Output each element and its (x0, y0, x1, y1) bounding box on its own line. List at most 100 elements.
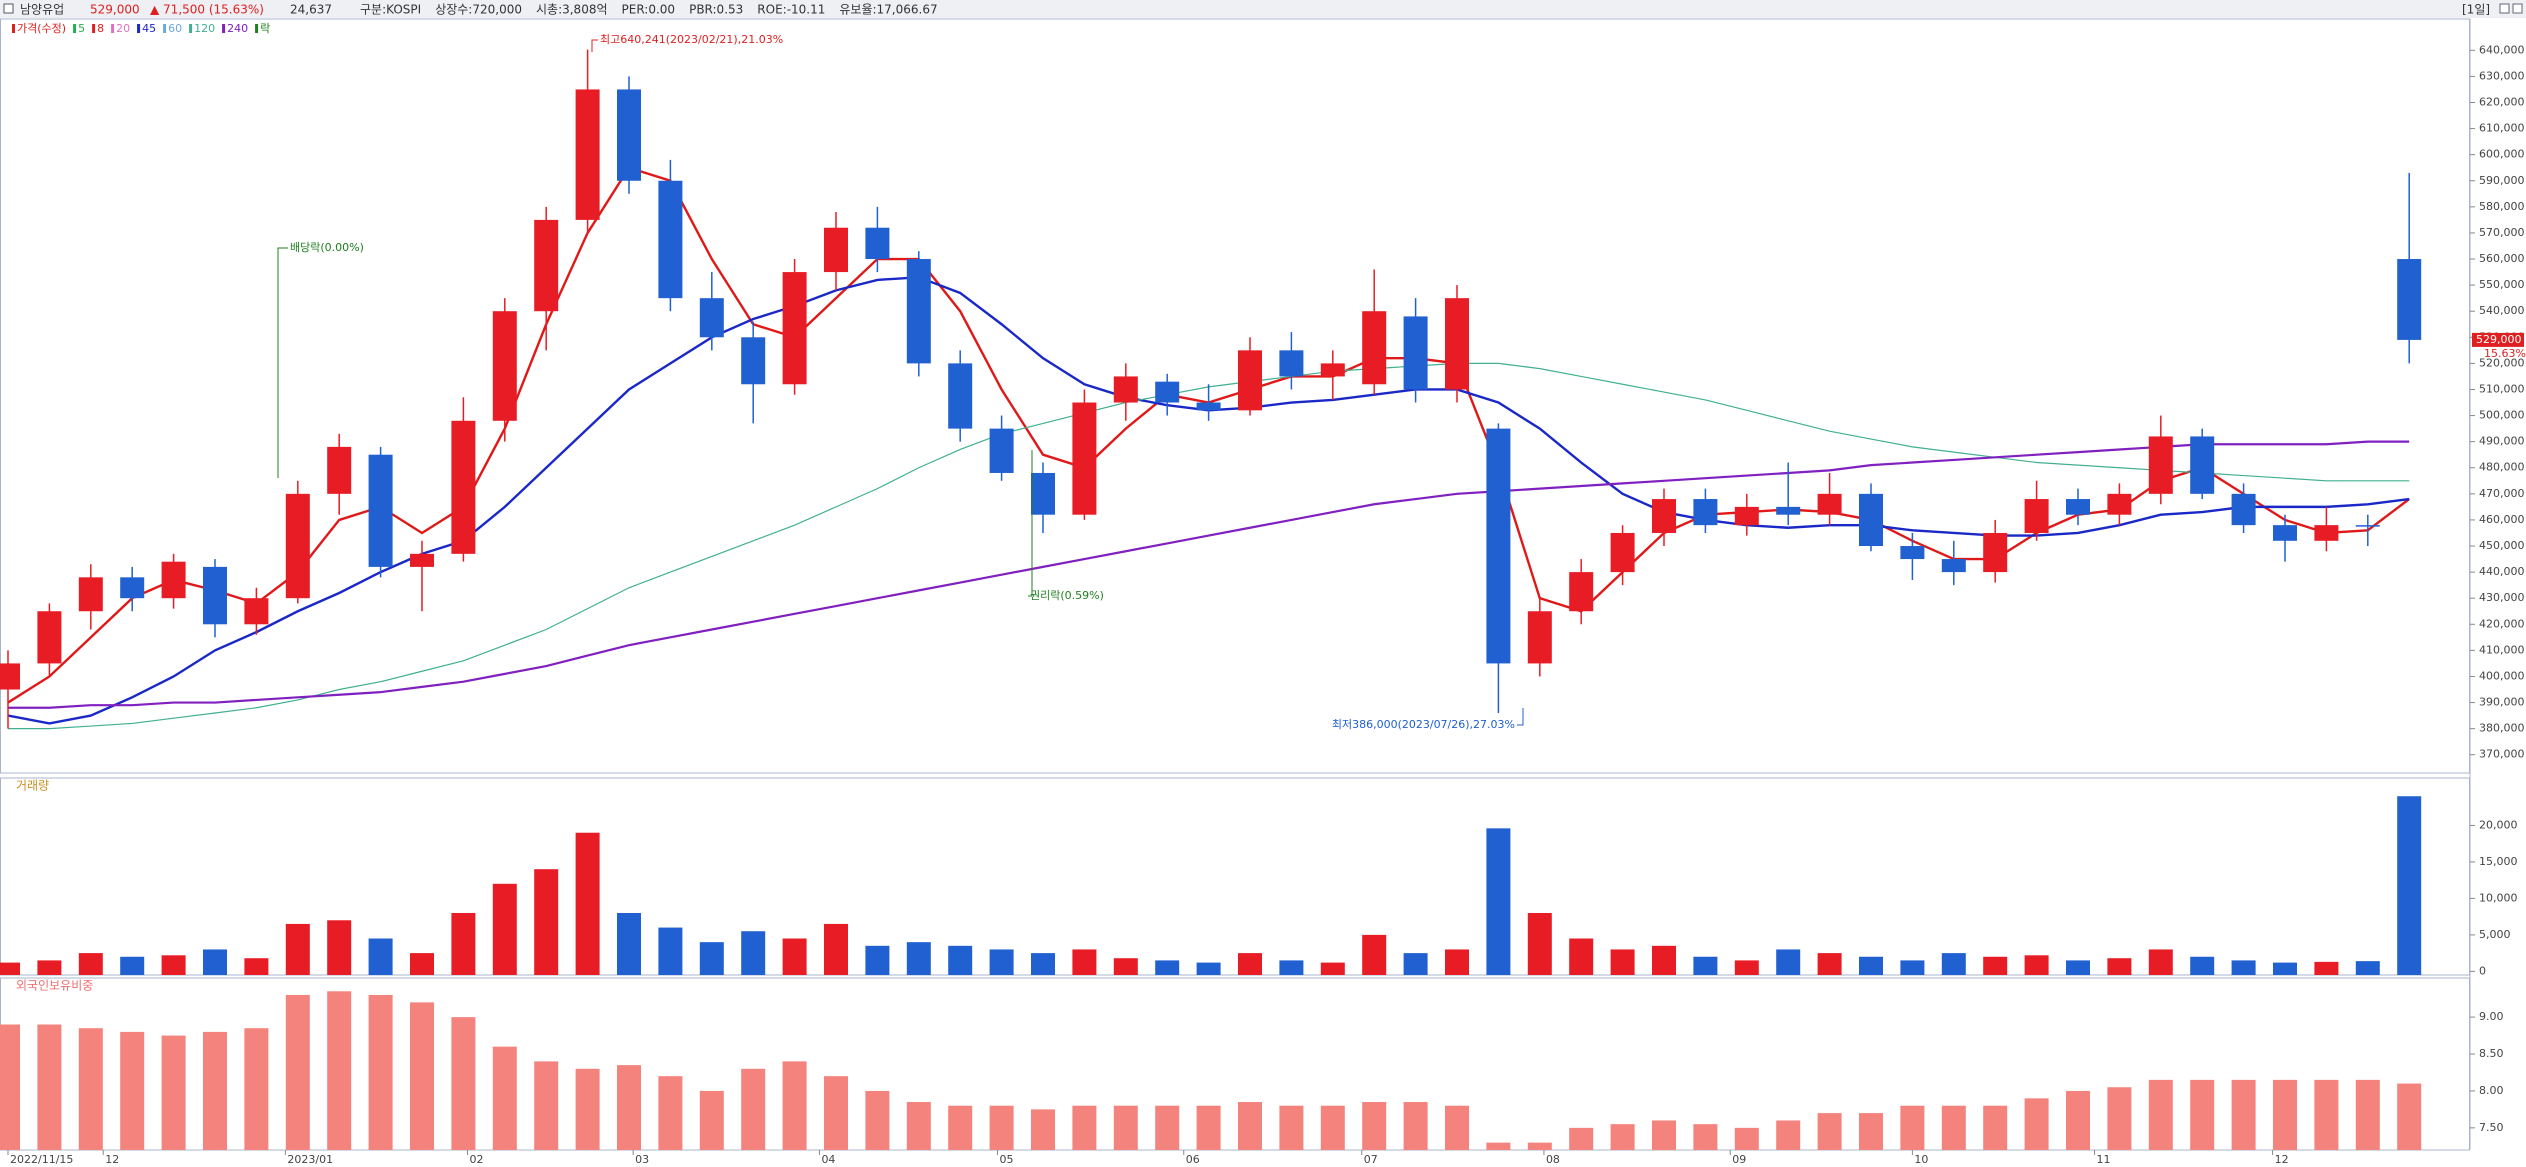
y-tick-label: 610,000 (2479, 122, 2525, 135)
candle-body (1693, 499, 1718, 526)
bar (161, 1035, 186, 1150)
bar (78, 953, 103, 975)
bar (1941, 1105, 1966, 1150)
price-box-label: 529,000 (2476, 333, 2522, 346)
bar (1610, 949, 1635, 975)
x-tick-label: 12 (2275, 1153, 2289, 1166)
candle-body (1527, 611, 1552, 664)
y-tick-label: 400,000 (2479, 669, 2525, 682)
bar (327, 991, 352, 1150)
y-tick-label: 430,000 (2479, 591, 2525, 604)
ma-line (7, 276, 2410, 725)
legend-label: 20 (116, 22, 130, 35)
bar (2190, 956, 2215, 975)
bar (1362, 1102, 1387, 1150)
bar (37, 1024, 62, 1150)
bar (1486, 1142, 1511, 1150)
candle-body (161, 561, 186, 599)
candle-body (1362, 311, 1387, 385)
bar (1362, 934, 1387, 975)
header-item: 상장수:720,000 (435, 3, 522, 17)
bar (1320, 1105, 1345, 1150)
candle-body (2190, 436, 2215, 494)
bar (1238, 953, 1262, 975)
bar (2066, 960, 2090, 975)
bar (2314, 961, 2339, 975)
x-tick-label: 08 (1546, 1153, 1560, 1166)
candle-body (2148, 436, 2173, 494)
y-tick-label: 420,000 (2479, 617, 2525, 630)
bar (1445, 949, 1469, 975)
window-button[interactable] (2499, 3, 2510, 14)
y-tick-label: 10,000 (2479, 891, 2518, 904)
legend-swatch (255, 24, 259, 33)
legend-label: 락 (260, 22, 270, 35)
bar (1113, 1105, 1138, 1150)
bar (1155, 1105, 1180, 1150)
bar (1693, 956, 1718, 975)
ma-line (8, 440, 2410, 709)
candle-body (1817, 493, 1842, 515)
bar (1734, 960, 1759, 975)
candle-body (699, 298, 724, 338)
bar (492, 1046, 517, 1150)
bar (948, 945, 973, 975)
header-item: 유보율:17,066.67 (839, 3, 937, 17)
bar (1859, 956, 1883, 975)
y-tick-label: 500,000 (2479, 409, 2525, 422)
candle-body (2397, 259, 2422, 340)
bar (1072, 1105, 1097, 1150)
panel-title: 외국인보유비중 (16, 979, 93, 993)
y-tick-label: 380,000 (2479, 722, 2525, 735)
candle-body (1983, 532, 2008, 573)
candle-body (865, 227, 890, 260)
bar (2397, 1083, 2422, 1150)
bar (1486, 828, 1511, 975)
annotation: 최고640,241(2023/02/21),21.03% (600, 33, 783, 46)
annotation: 권리락(0.59%) (1030, 589, 1104, 602)
candle-body (906, 259, 931, 364)
bar (451, 912, 476, 975)
bar (534, 1061, 559, 1150)
bar (1859, 1113, 1883, 1150)
candle-body (658, 180, 683, 299)
candle-body (1238, 350, 1262, 411)
y-tick-label: 5,000 (2479, 928, 2511, 941)
y-tick-label: 510,000 (2479, 382, 2525, 395)
candle-body (1196, 402, 1221, 411)
bar (2231, 960, 2256, 975)
bar (2024, 1098, 2049, 1150)
y-tick-label: 470,000 (2479, 487, 2525, 500)
candle-body (1279, 350, 1304, 377)
bar (1652, 945, 1676, 975)
bar (1693, 1124, 1718, 1150)
checkbox[interactable] (3, 3, 14, 14)
annotation: 최저386,000(2023/07/26),27.03% (1332, 718, 1515, 731)
y-tick-label: 580,000 (2479, 200, 2525, 213)
legend-swatch (12, 24, 15, 33)
x-tick-label: 10 (1914, 1153, 1928, 1166)
bar (244, 958, 269, 975)
bar (1320, 962, 1345, 975)
candle-body (244, 598, 269, 625)
period[interactable]: [1일] (2462, 3, 2490, 17)
candle-body (534, 219, 559, 312)
candle-body (1569, 572, 1594, 612)
candle-body (37, 611, 62, 664)
change-label: 15.63% (2484, 347, 2526, 360)
bar (37, 960, 62, 975)
y-tick-label: 9.00 (2479, 1010, 2504, 1023)
window-button[interactable] (2512, 3, 2523, 14)
bar (1403, 953, 1428, 975)
candle-body (2231, 493, 2256, 526)
annotation-leader (277, 247, 288, 478)
bar (824, 923, 848, 975)
header-item: 시총:3,808억 (536, 3, 608, 17)
candle-body (2314, 525, 2339, 541)
bar (906, 942, 931, 975)
y-tick-label: 560,000 (2479, 252, 2525, 265)
candle-body (1031, 472, 1055, 515)
candle-body (1155, 381, 1180, 403)
candle-body (1859, 493, 1883, 547)
